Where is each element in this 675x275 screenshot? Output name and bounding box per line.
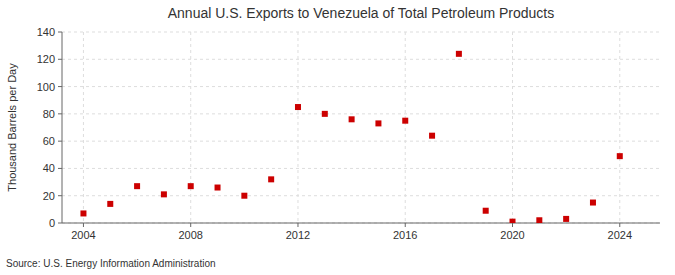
- y-tick-label: 0: [49, 217, 55, 229]
- x-tick-label: 2012: [286, 229, 310, 241]
- y-tick-label: 140: [37, 26, 55, 38]
- x-tick: [83, 223, 84, 227]
- x-grid-line: [512, 32, 513, 223]
- x-tick-label: 2008: [178, 229, 202, 241]
- point: [241, 193, 247, 199]
- grid: [62, 32, 660, 223]
- y-tick: [58, 141, 62, 142]
- y-grid-line: [62, 141, 660, 142]
- point: [590, 200, 596, 206]
- point: [134, 183, 140, 189]
- point: [215, 185, 221, 191]
- y-tick-label: 60: [43, 135, 55, 147]
- point: [375, 120, 381, 126]
- title: Annual U.S. Exports to Venezuela of Tota…: [168, 5, 555, 21]
- point: [80, 210, 86, 216]
- chart-svg: 2004 2008 2012 2016 2020 2024 0 20 40 60 80 100 120 1…: [0, 0, 675, 275]
- x-tick: [619, 223, 620, 227]
- point: [402, 118, 408, 124]
- y-tick: [58, 195, 62, 196]
- point: [322, 111, 328, 117]
- y-tick: [58, 113, 62, 114]
- y-tick: [58, 59, 62, 60]
- point: [536, 217, 542, 223]
- x-tick: [405, 223, 406, 227]
- y-grid-line: [62, 168, 660, 169]
- x-tick-label: 2024: [608, 229, 632, 241]
- point: [563, 216, 569, 222]
- point: [268, 176, 274, 182]
- point: [617, 153, 623, 159]
- x-grid-line: [83, 32, 84, 223]
- x-grid-line: [190, 32, 191, 223]
- x-grid-line: [405, 32, 406, 223]
- x-axis-line: [62, 223, 660, 224]
- point: [295, 104, 301, 110]
- x-tick-label: 2004: [71, 229, 95, 241]
- point: [188, 183, 194, 189]
- y-tick: [58, 86, 62, 87]
- point: [456, 51, 462, 57]
- y-tick-label: 120: [37, 53, 55, 65]
- y-axis-line: [62, 32, 63, 223]
- point: [510, 219, 516, 223]
- y-grid-line: [62, 113, 660, 114]
- points: [80, 51, 622, 223]
- y-grid-line: [62, 59, 660, 60]
- y-grid-line: [62, 32, 660, 33]
- y-tick-label: 100: [37, 81, 55, 93]
- x-grid-line: [619, 32, 620, 223]
- y-grid-line: [62, 195, 660, 196]
- axes: 2004 2008 2012 2016 2020 2024 0 20 40 60 80 100 120 1…: [37, 26, 660, 241]
- x-tick-label: 2016: [393, 229, 417, 241]
- x-tick: [297, 223, 298, 227]
- point: [107, 201, 113, 207]
- x-tick: [190, 223, 191, 227]
- y-grid-line: [62, 86, 660, 87]
- point: [429, 133, 435, 139]
- x-tick: [512, 223, 513, 227]
- y-tick: [58, 223, 62, 224]
- y-tick: [58, 32, 62, 33]
- y-axis-label: Thousand Barrels per Day: [6, 63, 18, 192]
- x-tick-label: 2020: [500, 229, 524, 241]
- point: [349, 116, 355, 122]
- y-tick-label: 20: [43, 190, 55, 202]
- y-grid-line: [62, 223, 660, 224]
- y-tick: [58, 168, 62, 169]
- y-tick-label: 80: [43, 108, 55, 120]
- source-note: Source: U.S. Energy Information Administ…: [6, 258, 216, 269]
- chart-container: 2004 2008 2012 2016 2020 2024 0 20 40 60 80 100 120 1…: [0, 0, 675, 275]
- point: [161, 191, 167, 197]
- x-grid-line: [297, 32, 298, 223]
- y-tick-label: 40: [43, 162, 55, 174]
- point: [483, 208, 489, 214]
